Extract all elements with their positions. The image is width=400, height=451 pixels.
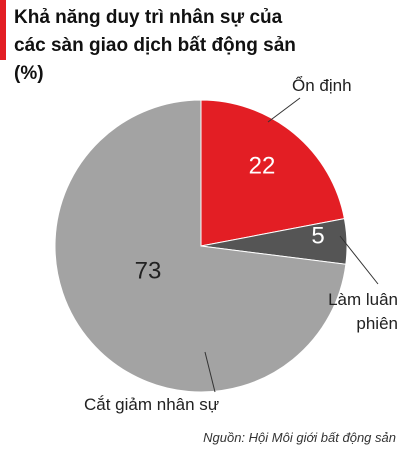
- source: Nguồn: Hội Môi giới bất động sản: [203, 430, 396, 445]
- leader-line: [267, 97, 301, 123]
- value-label: 73: [135, 257, 162, 284]
- pie-slice: [200, 99, 345, 247]
- leader-line: [339, 235, 379, 285]
- title-accent: [0, 0, 6, 60]
- leader-line: [204, 351, 216, 393]
- value-label: 5: [311, 222, 324, 249]
- category-label: Làm luân phiên: [328, 290, 398, 333]
- category-label: Ổn định: [292, 76, 352, 95]
- category-label: Cắt giảm nhân sự: [84, 395, 220, 414]
- value-label: 22: [249, 152, 276, 179]
- pie-slice: [54, 99, 347, 393]
- chart-title: Khả năng duy trì nhân sự của các sàn gia…: [14, 7, 296, 84]
